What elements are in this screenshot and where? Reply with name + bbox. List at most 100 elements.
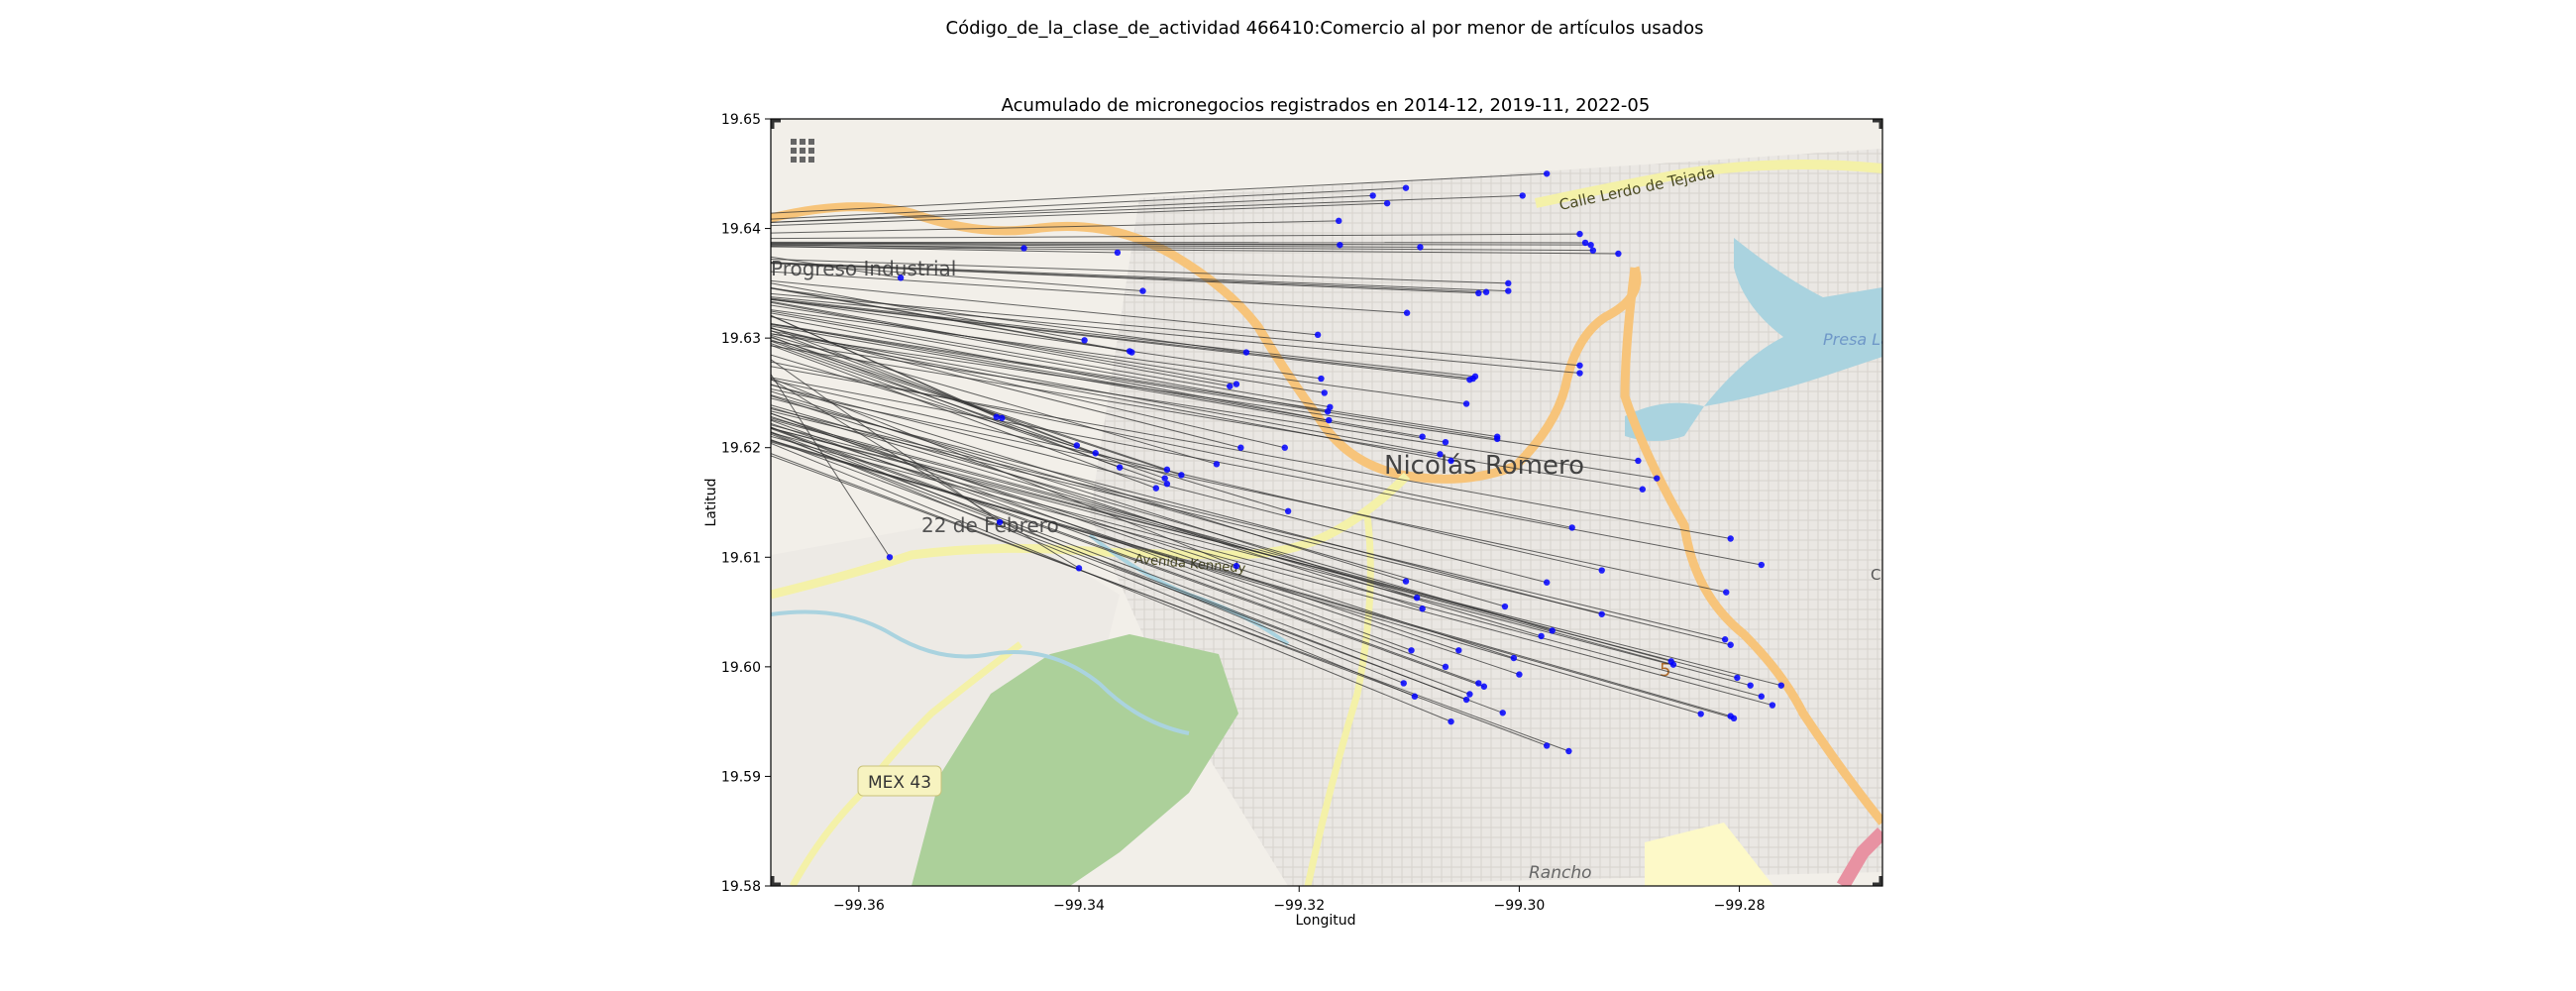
connector-line xyxy=(771,384,1548,584)
connector-line xyxy=(771,271,1408,314)
connector-line xyxy=(771,361,1572,528)
data-point xyxy=(1402,578,1410,585)
data-point xyxy=(1442,663,1449,671)
data-point xyxy=(886,554,894,561)
urban-area xyxy=(1090,149,1882,886)
connector-line xyxy=(771,412,1459,651)
label-presa: Presa Lago de Guadalupe xyxy=(1823,330,2026,349)
data-point xyxy=(1462,400,1470,407)
connector-line xyxy=(771,455,1569,752)
data-point xyxy=(1697,711,1704,717)
data-point xyxy=(1419,606,1426,612)
data-point xyxy=(1413,594,1421,602)
data-point xyxy=(1769,702,1776,709)
connector-line xyxy=(771,435,1773,707)
data-point xyxy=(1568,524,1575,531)
data-point xyxy=(1318,375,1325,383)
y-axis-label: Latitud xyxy=(703,478,719,526)
data-point xyxy=(993,413,1000,420)
connector-line xyxy=(771,310,1331,408)
connector-line xyxy=(771,312,1329,412)
data-point xyxy=(1538,632,1545,640)
connector-line xyxy=(771,323,1423,438)
connector-line xyxy=(771,333,1639,462)
data-point xyxy=(1505,287,1512,294)
data-point xyxy=(1081,337,1088,344)
x-tick-label: −99.28 xyxy=(1714,898,1766,914)
connector-line xyxy=(771,243,1421,248)
data-point xyxy=(1654,475,1661,482)
connector-line xyxy=(771,323,1498,438)
data-point xyxy=(1237,444,1244,451)
data-point xyxy=(1758,561,1766,569)
connector-line xyxy=(771,441,1735,719)
data-point xyxy=(1510,654,1518,662)
data-point xyxy=(1576,370,1583,377)
data-point xyxy=(1437,451,1444,458)
road-kennedy xyxy=(771,472,1411,600)
data-point xyxy=(1408,647,1415,654)
yellow-zone xyxy=(1645,823,1773,886)
data-point xyxy=(1581,239,1589,247)
connector-line xyxy=(771,301,1231,387)
data-point xyxy=(1721,636,1729,643)
connector-line xyxy=(771,418,1674,666)
y-tick-label: 19.63 xyxy=(721,331,761,347)
connector-line xyxy=(771,259,1509,284)
data-point xyxy=(1073,442,1081,449)
connector-line xyxy=(771,172,1548,214)
data-point xyxy=(1589,247,1597,254)
connector-line xyxy=(771,304,1325,393)
mex43-shield xyxy=(857,765,942,797)
connector-line xyxy=(771,345,1643,491)
data-point xyxy=(1114,249,1122,257)
connector-line xyxy=(771,408,1726,640)
data-point xyxy=(1543,170,1551,177)
connector-line xyxy=(771,440,1731,717)
connector-line xyxy=(771,427,1751,687)
data-point xyxy=(1128,349,1135,356)
connector-lines xyxy=(771,172,1781,752)
connector-line xyxy=(771,244,1024,249)
road-south xyxy=(1304,514,1374,886)
connector-line xyxy=(771,359,1001,523)
data-point xyxy=(1727,713,1734,719)
data-point xyxy=(1326,416,1333,424)
grid-icon xyxy=(791,139,814,163)
data-point xyxy=(1777,682,1784,689)
data-point xyxy=(1576,230,1583,238)
data-point xyxy=(1516,671,1523,678)
data-point xyxy=(1163,481,1171,488)
connector-line xyxy=(771,339,1182,476)
data-point xyxy=(1747,682,1754,689)
connector-line xyxy=(771,297,1476,378)
data-point xyxy=(1417,244,1424,251)
y-tick-label: 19.61 xyxy=(721,550,761,566)
axes-frame xyxy=(770,118,1883,887)
connector-line xyxy=(771,439,1503,714)
connector-line xyxy=(771,287,1246,354)
data-point xyxy=(1337,241,1343,249)
forest-area xyxy=(912,634,1238,886)
data-point xyxy=(1480,683,1488,690)
connector-line xyxy=(771,334,1218,465)
data-point xyxy=(1549,627,1556,634)
data-point xyxy=(1369,192,1376,199)
label-nicolas-romero: Nicolás Romero xyxy=(1384,451,1584,481)
data-point xyxy=(999,414,1006,422)
data-point xyxy=(1493,435,1501,443)
connector-line xyxy=(771,194,1373,223)
connector-line xyxy=(771,262,1487,293)
connector-line xyxy=(771,298,1470,381)
connector-line xyxy=(771,262,1143,292)
data-point xyxy=(1519,192,1526,199)
data-point xyxy=(1723,589,1730,596)
connector-line xyxy=(771,233,1580,240)
x-tick-label: −99.32 xyxy=(1273,898,1325,914)
data-point xyxy=(1466,691,1473,698)
river-west xyxy=(771,609,1190,735)
y-tick-label: 19.62 xyxy=(721,441,761,457)
data-point xyxy=(1092,450,1099,457)
data-point xyxy=(1284,507,1292,515)
data-point xyxy=(1163,466,1171,474)
